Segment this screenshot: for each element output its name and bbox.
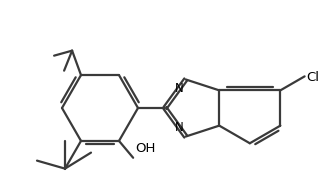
Text: N: N [175,120,184,134]
Text: N: N [175,83,184,95]
Text: Cl: Cl [307,71,320,84]
Text: OH: OH [135,142,156,155]
